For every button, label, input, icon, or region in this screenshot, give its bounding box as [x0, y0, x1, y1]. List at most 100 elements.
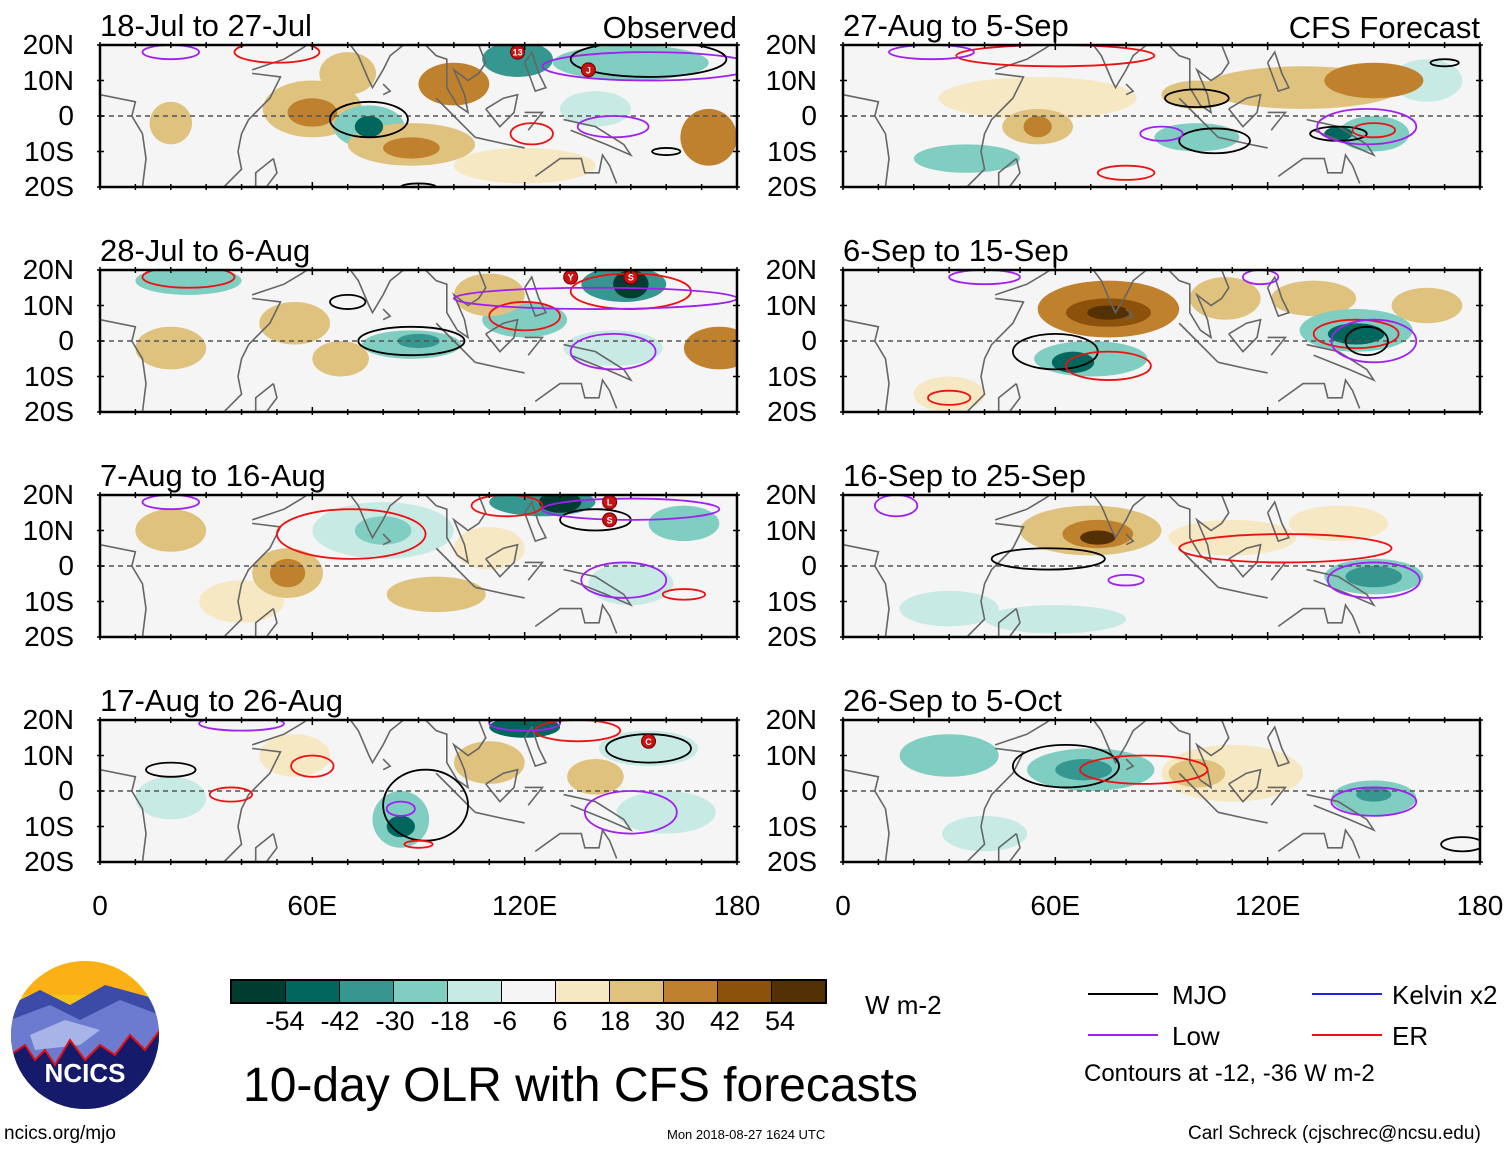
colorbar-swatch	[556, 981, 610, 1002]
coastline	[843, 93, 890, 187]
colorbar-swatch	[718, 981, 772, 1002]
coastline	[523, 500, 548, 543]
y-tick-label: 10N	[765, 64, 817, 96]
legend-mjo-line	[1088, 993, 1158, 995]
y-tick-label: 20S	[767, 846, 817, 877]
olr-anomaly-region	[1271, 280, 1357, 317]
olr-anomaly-region	[899, 590, 999, 627]
coastline	[425, 495, 487, 565]
map-panel-L0: 13 J	[97, 42, 740, 190]
coastline	[1228, 543, 1262, 578]
low-contour	[1139, 125, 1184, 142]
low-contour	[1241, 270, 1280, 286]
coastline	[223, 297, 282, 412]
coastline	[997, 832, 1021, 862]
coastline	[100, 93, 147, 187]
coastline	[524, 336, 545, 356]
y-tick-label: 0	[58, 550, 74, 581]
y-tick-label: 20S	[24, 621, 74, 652]
coastline	[1228, 93, 1262, 128]
y-tick-label: 10S	[767, 360, 817, 392]
low-contour	[141, 495, 200, 511]
olr-anomaly-region	[1154, 123, 1240, 152]
olr-anomaly-region	[588, 562, 674, 606]
coastline	[254, 382, 278, 412]
coastline	[1217, 586, 1268, 599]
legend-kelvin-label: Kelvin x2	[1392, 980, 1498, 1010]
coastline	[1217, 136, 1268, 149]
tropical-cyclone-icon: S	[602, 512, 618, 528]
olr-anomaly-region	[1324, 62, 1424, 99]
olr-anomaly-region	[1080, 530, 1116, 545]
er-contour	[208, 786, 254, 803]
olr-anomaly-region	[482, 45, 553, 77]
panel-title: 17-Aug to 26-Aug	[100, 683, 344, 718]
mjo-contour	[990, 547, 1106, 571]
coastline	[1277, 152, 1361, 184]
olr-anomaly-region	[899, 734, 999, 777]
coastline	[1217, 811, 1268, 824]
coastline	[251, 45, 309, 71]
coastline	[1277, 827, 1361, 859]
coastline	[474, 136, 525, 149]
y-tick-label: 10S	[767, 810, 817, 842]
olr-anomaly-region	[319, 52, 377, 95]
coastline	[1266, 500, 1291, 543]
coastline	[1168, 270, 1230, 340]
y-tick-label: 10N	[22, 289, 74, 321]
colorbar-swatch	[448, 981, 502, 1002]
y-tick-label: 0	[58, 100, 74, 131]
low-contour	[583, 790, 678, 835]
olr-anomaly-region	[683, 326, 737, 370]
x-tick-label: 180	[713, 890, 761, 921]
map-panel-L2: LS	[97, 492, 740, 640]
y-tick-label: 20N	[22, 479, 74, 510]
olr-anomaly-region	[1023, 116, 1052, 138]
y-tick-label: 10N	[765, 514, 817, 546]
coastline	[1178, 322, 1219, 363]
legend-kelvin-line	[1312, 993, 1382, 995]
olr-anomaly-region	[1161, 744, 1304, 802]
olr-anomaly-region	[1189, 277, 1261, 320]
low-contour	[888, 45, 975, 61]
coastline	[1228, 768, 1262, 803]
coastline	[425, 45, 487, 115]
map-panel-R1	[840, 267, 1483, 415]
tropical-cyclone-icon: J	[580, 62, 596, 78]
panel-title: 6-Sep to 15-Sep	[843, 233, 1069, 268]
coastline	[1266, 725, 1291, 768]
olr-anomaly-region	[1051, 351, 1095, 373]
olr-anomaly-region	[648, 505, 720, 542]
panel-title: 7-Aug to 16-Aug	[100, 458, 326, 493]
coastline	[997, 157, 1021, 187]
coastline	[563, 793, 633, 832]
coastline	[966, 522, 1025, 637]
tropical-cyclone-icon: L	[602, 495, 618, 510]
x-tick-label: 120E	[1234, 890, 1301, 921]
coastline	[223, 522, 282, 637]
mjo-contour	[651, 147, 682, 156]
footer-url[interactable]: ncics.org/mjo	[4, 1123, 116, 1144]
olr-anomaly-region	[135, 270, 242, 295]
legend-er-line	[1312, 1034, 1382, 1036]
olr-anomaly-region	[312, 341, 369, 377]
low-contour	[576, 115, 650, 139]
map-panel-L3: C	[97, 717, 740, 865]
coastline	[100, 768, 147, 862]
coastline	[1267, 786, 1288, 806]
map-panel-R0	[840, 42, 1483, 190]
mjo-contour	[1164, 88, 1230, 109]
olr-anomaly-region	[354, 516, 412, 545]
olr-anomaly-region	[1161, 80, 1233, 109]
svg-text:S: S	[607, 515, 613, 525]
tropical-cyclone-icon: C	[641, 733, 657, 749]
coastline	[1266, 50, 1291, 93]
coastline	[534, 152, 618, 184]
coastline	[563, 343, 633, 382]
coastline	[435, 322, 476, 363]
coastline	[966, 747, 1025, 862]
colorbar-tick-label: 30	[654, 1006, 686, 1036]
olr-anomaly-region	[259, 734, 331, 777]
coastline	[563, 118, 633, 157]
colorbar-swatch	[610, 981, 664, 1002]
